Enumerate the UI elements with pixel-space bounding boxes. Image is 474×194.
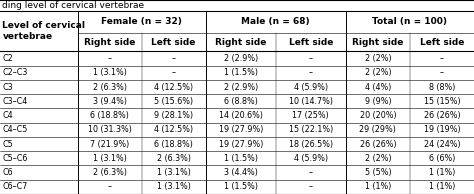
Text: –: – bbox=[309, 182, 313, 191]
Text: Female (n = 32): Female (n = 32) bbox=[101, 17, 182, 26]
Text: 5 (5%): 5 (5%) bbox=[365, 168, 391, 177]
Text: 15 (22.1%): 15 (22.1%) bbox=[289, 125, 333, 134]
Text: 2 (2.9%): 2 (2.9%) bbox=[224, 54, 258, 63]
Text: –: – bbox=[172, 54, 176, 63]
Text: C5–C6: C5–C6 bbox=[2, 154, 28, 163]
Text: 20 (20%): 20 (20%) bbox=[360, 111, 396, 120]
Text: C3: C3 bbox=[2, 83, 13, 92]
Text: –: – bbox=[108, 182, 111, 191]
Text: 6 (6%): 6 (6%) bbox=[429, 154, 455, 163]
Text: 29 (29%): 29 (29%) bbox=[359, 125, 396, 134]
Text: 9 (28.1%): 9 (28.1%) bbox=[154, 111, 193, 120]
Text: 1 (3.1%): 1 (3.1%) bbox=[157, 168, 191, 177]
Text: C5: C5 bbox=[2, 140, 13, 149]
Text: C4: C4 bbox=[2, 111, 13, 120]
Text: 6 (8.8%): 6 (8.8%) bbox=[224, 97, 258, 106]
Text: 9 (9%): 9 (9%) bbox=[365, 97, 391, 106]
Text: 15 (15%): 15 (15%) bbox=[424, 97, 460, 106]
Text: 26 (26%): 26 (26%) bbox=[424, 111, 460, 120]
Text: 8 (8%): 8 (8%) bbox=[429, 83, 455, 92]
Text: Right side: Right side bbox=[84, 38, 135, 47]
Text: 19 (19%): 19 (19%) bbox=[424, 125, 460, 134]
Text: 18 (26.5%): 18 (26.5%) bbox=[289, 140, 333, 149]
Text: 6 (18.8%): 6 (18.8%) bbox=[154, 140, 193, 149]
Text: Left side: Left side bbox=[152, 38, 196, 47]
Text: 10 (14.7%): 10 (14.7%) bbox=[289, 97, 333, 106]
Text: 4 (5.9%): 4 (5.9%) bbox=[294, 154, 328, 163]
Text: Male (n = 68): Male (n = 68) bbox=[241, 17, 310, 26]
Text: Left side: Left side bbox=[420, 38, 464, 47]
Text: 1 (3.1%): 1 (3.1%) bbox=[157, 182, 191, 191]
Text: 2 (2%): 2 (2%) bbox=[365, 68, 391, 77]
Text: 1 (1.5%): 1 (1.5%) bbox=[224, 154, 258, 163]
Text: 1 (1%): 1 (1%) bbox=[429, 182, 455, 191]
Text: ding level of cervical vertebrae: ding level of cervical vertebrae bbox=[2, 1, 145, 10]
Text: 19 (27.9%): 19 (27.9%) bbox=[219, 140, 263, 149]
Text: C3–C4: C3–C4 bbox=[2, 97, 27, 106]
Text: 2 (2%): 2 (2%) bbox=[365, 54, 391, 63]
Text: 5 (15.6%): 5 (15.6%) bbox=[154, 97, 193, 106]
Text: 24 (24%): 24 (24%) bbox=[424, 140, 460, 149]
Text: C2–C3: C2–C3 bbox=[2, 68, 28, 77]
Text: Right side: Right side bbox=[215, 38, 266, 47]
Text: 4 (12.5%): 4 (12.5%) bbox=[154, 83, 193, 92]
Text: –: – bbox=[440, 54, 444, 63]
Text: 4 (4%): 4 (4%) bbox=[365, 83, 391, 92]
Text: –: – bbox=[309, 68, 313, 77]
Text: –: – bbox=[172, 68, 176, 77]
Text: 2 (6.3%): 2 (6.3%) bbox=[92, 168, 127, 177]
Text: 1 (1%): 1 (1%) bbox=[365, 182, 391, 191]
Text: 26 (26%): 26 (26%) bbox=[360, 140, 396, 149]
Text: 6 (18.8%): 6 (18.8%) bbox=[90, 111, 129, 120]
Text: 19 (27.9%): 19 (27.9%) bbox=[219, 125, 263, 134]
Text: Left side: Left side bbox=[289, 38, 333, 47]
Text: 1 (3.1%): 1 (3.1%) bbox=[93, 68, 127, 77]
Text: 1 (1.5%): 1 (1.5%) bbox=[224, 68, 258, 77]
Text: –: – bbox=[108, 54, 111, 63]
Text: C6: C6 bbox=[2, 168, 13, 177]
Text: 7 (21.9%): 7 (21.9%) bbox=[90, 140, 129, 149]
Text: 3 (4.4%): 3 (4.4%) bbox=[224, 168, 258, 177]
Text: C6–C7: C6–C7 bbox=[2, 182, 28, 191]
Text: 2 (2.9%): 2 (2.9%) bbox=[224, 83, 258, 92]
Text: C4–C5: C4–C5 bbox=[2, 125, 28, 134]
Text: 1 (1%): 1 (1%) bbox=[429, 168, 455, 177]
Text: 2 (2%): 2 (2%) bbox=[365, 154, 391, 163]
Text: –: – bbox=[309, 54, 313, 63]
Text: –: – bbox=[440, 68, 444, 77]
Text: C2: C2 bbox=[2, 54, 13, 63]
Text: –: – bbox=[309, 168, 313, 177]
Text: 4 (5.9%): 4 (5.9%) bbox=[294, 83, 328, 92]
Text: 2 (6.3%): 2 (6.3%) bbox=[157, 154, 191, 163]
Text: 10 (31.3%): 10 (31.3%) bbox=[88, 125, 132, 134]
Text: Right side: Right side bbox=[352, 38, 403, 47]
Text: 17 (25%): 17 (25%) bbox=[292, 111, 329, 120]
Text: 4 (12.5%): 4 (12.5%) bbox=[154, 125, 193, 134]
Text: 14 (20.6%): 14 (20.6%) bbox=[219, 111, 263, 120]
Text: 1 (3.1%): 1 (3.1%) bbox=[93, 154, 127, 163]
Text: 3 (9.4%): 3 (9.4%) bbox=[92, 97, 127, 106]
Text: Total (n = 100): Total (n = 100) bbox=[373, 17, 447, 26]
Text: 2 (6.3%): 2 (6.3%) bbox=[92, 83, 127, 92]
Text: 1 (1.5%): 1 (1.5%) bbox=[224, 182, 258, 191]
Text: Level of cervical
vertebrae: Level of cervical vertebrae bbox=[2, 21, 85, 41]
